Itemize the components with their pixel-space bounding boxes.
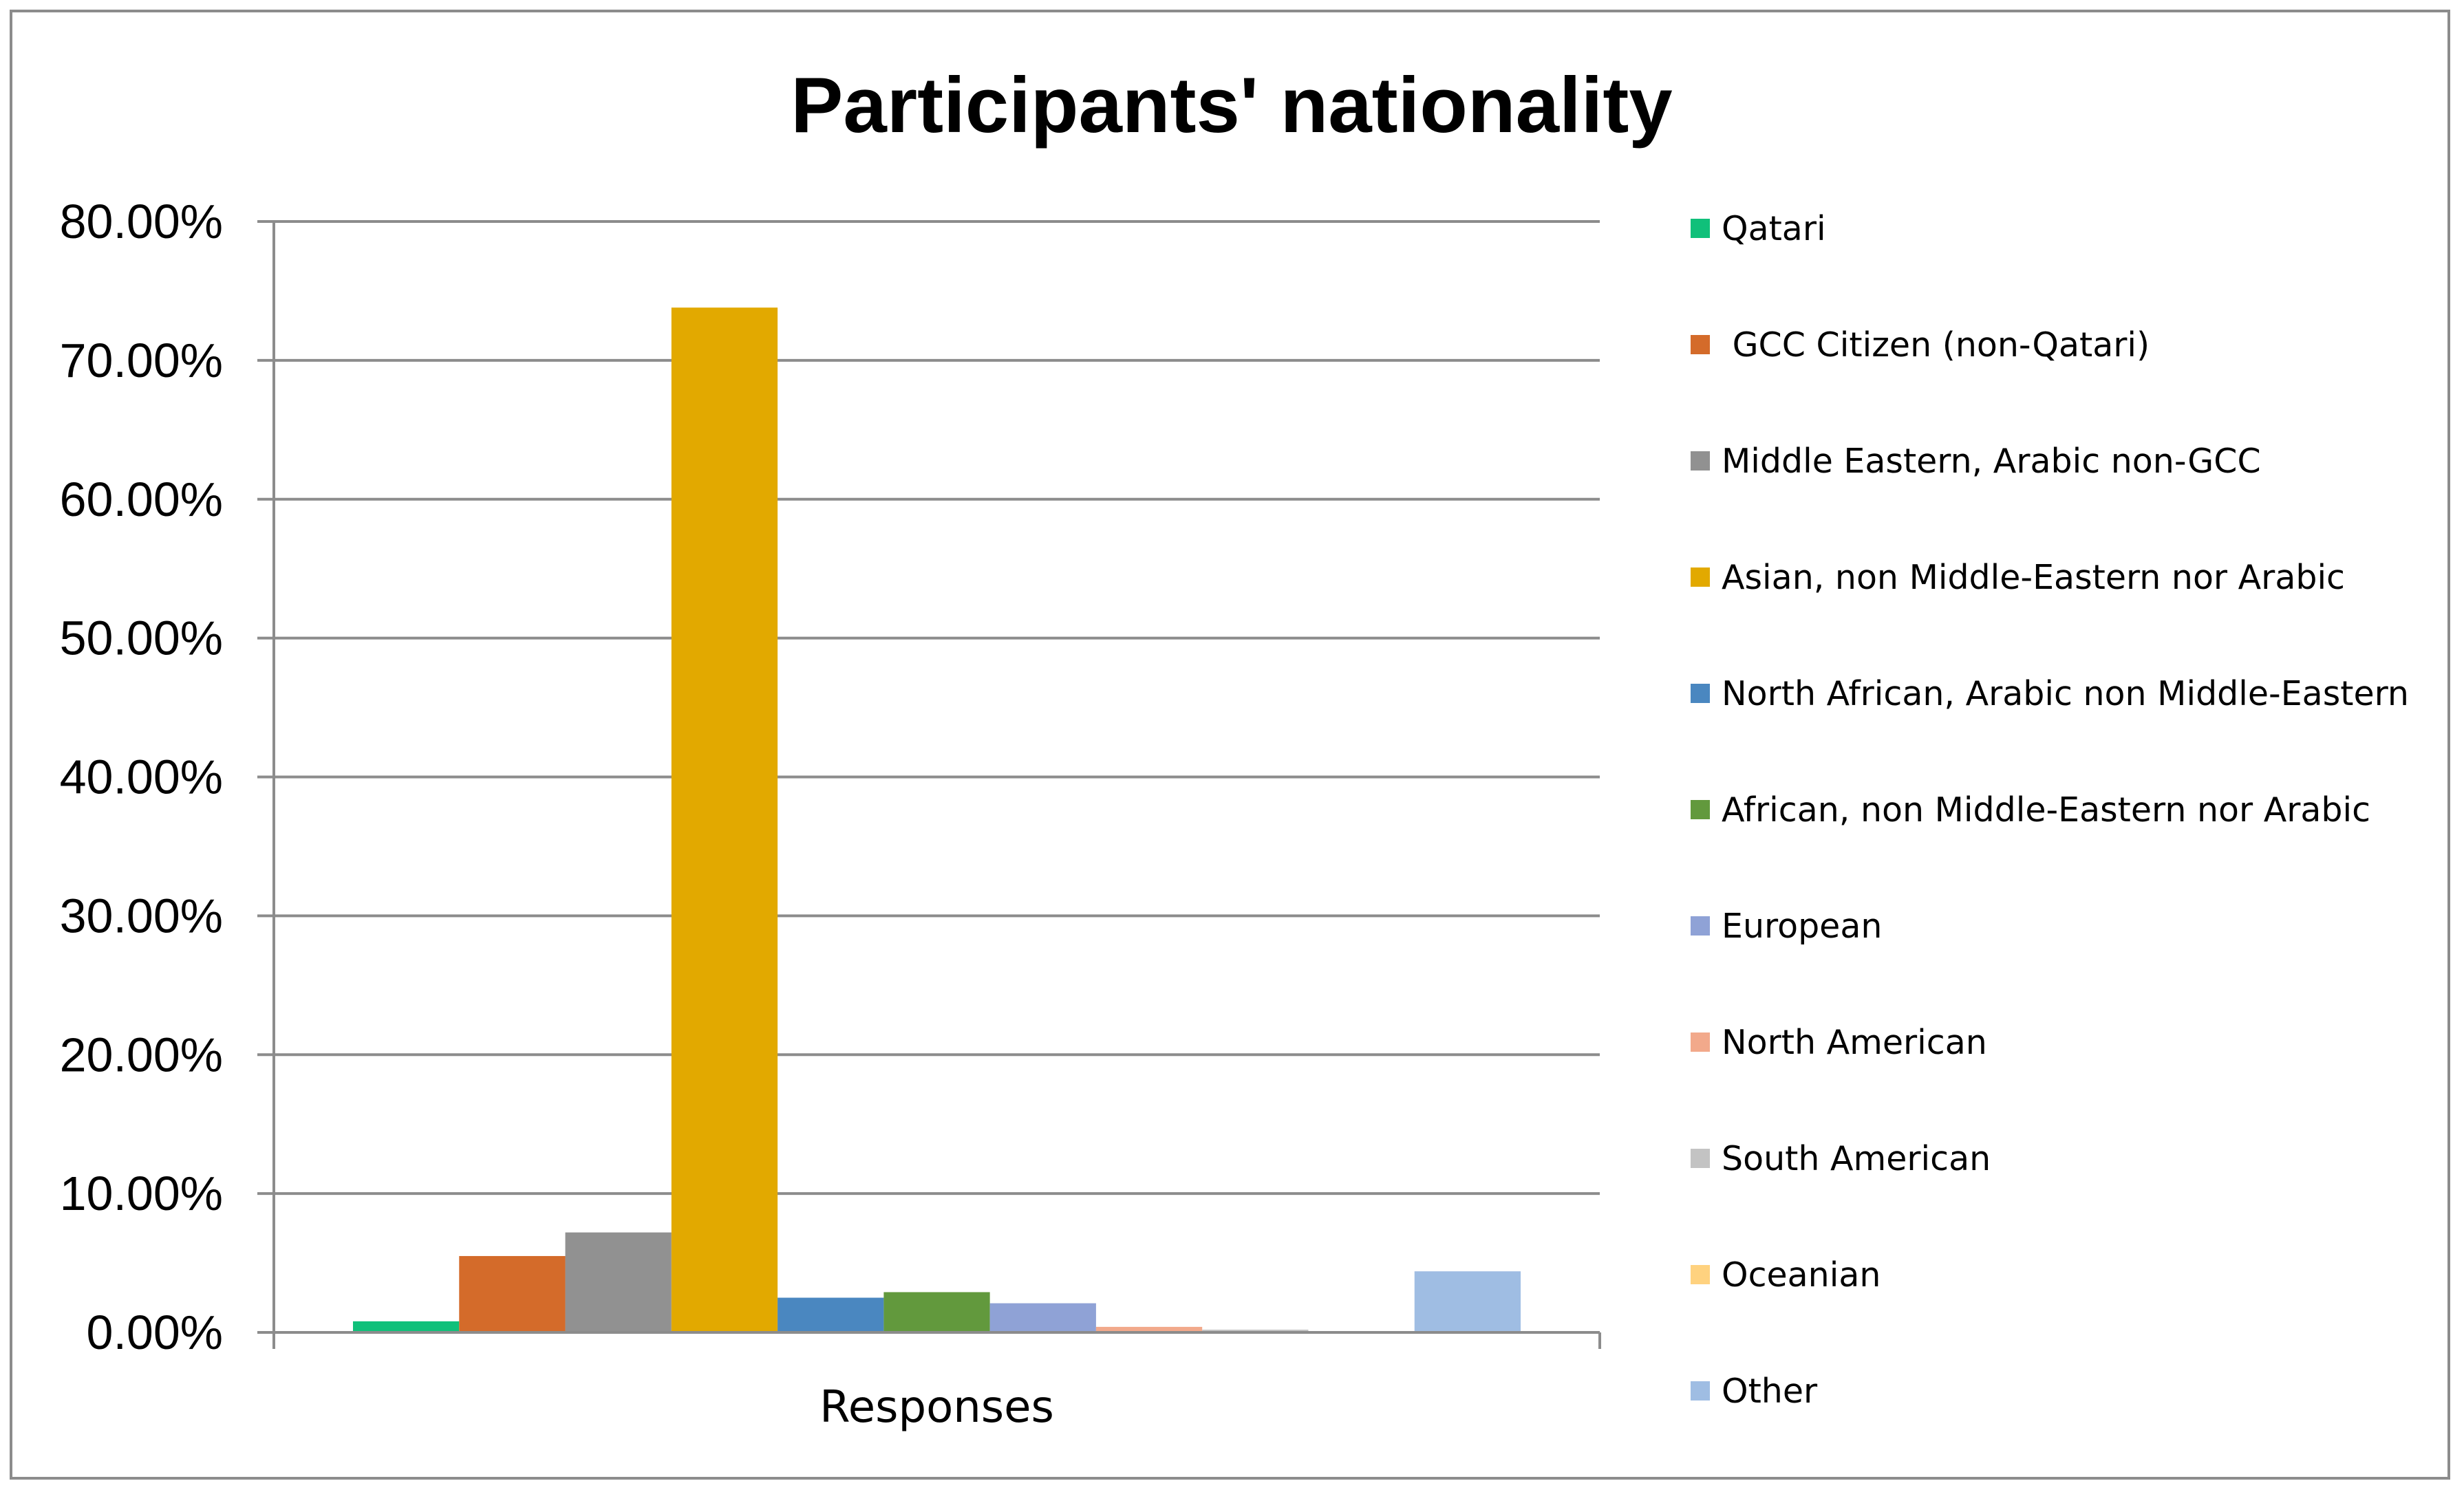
legend-label: South American bbox=[1722, 1139, 1991, 1178]
legend-swatch bbox=[1691, 1149, 1710, 1168]
bar bbox=[565, 1232, 672, 1332]
legend-label: North African, Arabic non Middle-Eastern bbox=[1722, 674, 2409, 713]
bars bbox=[353, 307, 1521, 1333]
legend-item: North African, Arabic non Middle-Eastern bbox=[1691, 674, 2409, 713]
legend-item: Qatari bbox=[1691, 209, 1826, 248]
legend-swatch bbox=[1691, 1265, 1710, 1284]
bar bbox=[989, 1303, 1096, 1332]
bar bbox=[1202, 1329, 1309, 1332]
y-tick-label: 50.00% bbox=[60, 612, 223, 665]
legend-label: Other bbox=[1722, 1372, 1818, 1411]
legend-swatch bbox=[1691, 567, 1710, 587]
legend-item: North American bbox=[1691, 1023, 1987, 1062]
chart-title: Participants' nationality bbox=[791, 62, 1672, 149]
bar bbox=[671, 307, 778, 1333]
legend-item: GCC Citizen (non-Qatari) bbox=[1691, 325, 2150, 365]
legend-label: Qatari bbox=[1722, 209, 1826, 248]
legend-item: Other bbox=[1691, 1372, 1818, 1411]
legend-swatch bbox=[1691, 219, 1710, 238]
bar bbox=[1414, 1271, 1521, 1332]
legend-label: European bbox=[1722, 907, 1882, 946]
legend-label: Oceanian bbox=[1722, 1255, 1881, 1295]
legend-swatch bbox=[1691, 451, 1710, 471]
y-tick-labels: 0.00% 10.00% 20.00% 30.00% 40.00% 50.00% 60.00… bbox=[60, 195, 223, 1359]
legend-swatch bbox=[1691, 1032, 1710, 1052]
legend-swatch bbox=[1691, 916, 1710, 936]
y-tick-label: 20.00% bbox=[60, 1028, 223, 1081]
legend-item: Oceanian bbox=[1691, 1255, 1881, 1295]
bar bbox=[883, 1292, 990, 1332]
x-category-label: Responses bbox=[819, 1382, 1054, 1433]
y-tick-label: 10.00% bbox=[60, 1167, 223, 1220]
y-tick-label: 40.00% bbox=[60, 750, 223, 804]
gridlines bbox=[257, 220, 1600, 1334]
legend-label: North American bbox=[1722, 1023, 1987, 1062]
legend-label: GCC Citizen (non-Qatari) bbox=[1722, 325, 2150, 365]
legend-item: South American bbox=[1691, 1139, 1991, 1178]
y-tick-label: 0.00% bbox=[87, 1306, 223, 1359]
x-category-labels: Responses bbox=[819, 1382, 1054, 1433]
bar bbox=[778, 1297, 884, 1332]
legend-item: Asian, non Middle-Eastern nor Arabic bbox=[1691, 558, 2345, 597]
bar bbox=[353, 1321, 460, 1332]
legend-label: African, non Middle-Eastern nor Arabic bbox=[1722, 790, 2370, 830]
legend-label: Middle Eastern, Arabic non-GCC bbox=[1722, 442, 2261, 481]
y-tick-label: 30.00% bbox=[60, 889, 223, 942]
bar bbox=[459, 1255, 566, 1332]
legend-item: Middle Eastern, Arabic non-GCC bbox=[1691, 442, 2261, 481]
legend-swatch bbox=[1691, 335, 1710, 354]
legend-item: European bbox=[1691, 907, 1882, 946]
y-tick-label: 80.00% bbox=[60, 195, 223, 248]
legend-item: African, non Middle-Eastern nor Arabic bbox=[1691, 790, 2370, 830]
legend-swatch bbox=[1691, 1381, 1710, 1401]
legend-label: Asian, non Middle-Eastern nor Arabic bbox=[1722, 558, 2345, 597]
y-tick-label: 60.00% bbox=[60, 473, 223, 526]
bar bbox=[1095, 1326, 1203, 1332]
y-tick-label: 70.00% bbox=[60, 334, 223, 387]
chart-frame bbox=[10, 10, 2450, 1480]
legend-swatch bbox=[1691, 684, 1710, 703]
legend-swatch bbox=[1691, 800, 1710, 819]
legend: Qatari GCC Citizen (non-Qatari) Middle Ea… bbox=[1691, 209, 2409, 1411]
axes bbox=[257, 221, 1601, 1349]
